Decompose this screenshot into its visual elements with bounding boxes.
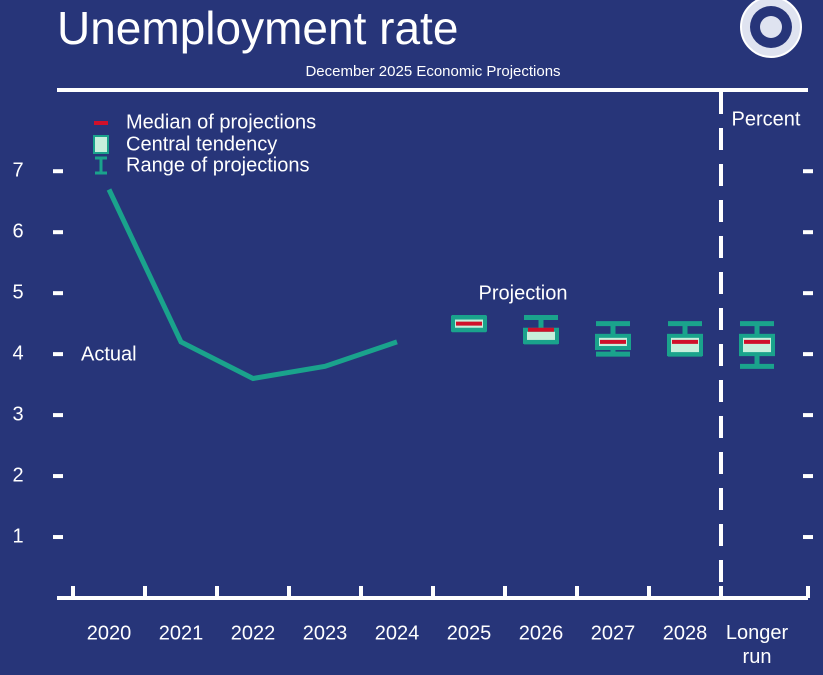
y-tick-label: 2 — [12, 464, 23, 486]
y-tick-label: 7 — [12, 159, 23, 181]
x-tick-label: Longer run — [726, 622, 789, 668]
legend-range-icon — [95, 156, 107, 175]
legend-label: Median of projections — [126, 111, 316, 133]
y-tick-label: 3 — [12, 403, 23, 425]
projection-label: Projection — [479, 282, 568, 304]
central-tendency — [667, 333, 703, 357]
legend-label: Range of projections — [126, 154, 309, 176]
central-tendency — [739, 333, 775, 357]
x-tick-label: 2021 — [159, 622, 204, 644]
legend-label: Central tendency — [126, 133, 277, 155]
x-tick-label: 2025 — [447, 622, 492, 644]
legend: Median of projections Central tendency R… — [93, 111, 316, 176]
legend-central-icon — [93, 135, 109, 154]
y-tick-label: 1 — [12, 525, 23, 547]
seal — [740, 0, 802, 58]
chart-title: Unemployment rate — [57, 2, 458, 54]
x-tick-label: 2028 — [663, 622, 708, 644]
x-tick-label: 2023 — [303, 622, 348, 644]
y-tick-label: 4 — [12, 342, 23, 364]
x-tick-label: 2027 — [591, 622, 636, 644]
y-axis-label: Percent — [732, 108, 801, 130]
actual-line — [106, 188, 398, 382]
x-tick-label: 2026 — [519, 622, 564, 644]
seal-eagle — [760, 16, 782, 38]
series-label: Actual — [81, 343, 137, 365]
y-tick-label: 5 — [12, 281, 23, 303]
chart-subtitle: December 2025 Economic Projections — [305, 63, 560, 80]
y-tick-label: 6 — [12, 220, 23, 242]
x-tick-label: 2022 — [231, 622, 276, 644]
x-tick-label: 2020 — [87, 622, 132, 644]
x-tick-label: 2024 — [375, 622, 420, 644]
